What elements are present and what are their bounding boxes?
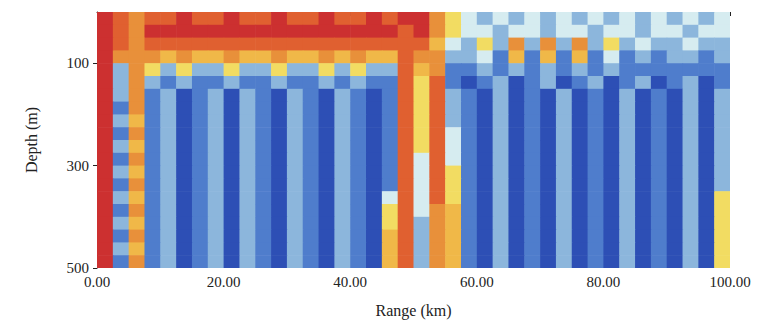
svg-text:40.00: 40.00 <box>333 274 367 290</box>
svg-text:300: 300 <box>67 158 90 174</box>
svg-text:80.00: 80.00 <box>587 274 621 290</box>
svg-text:Depth (m): Depth (m) <box>23 107 41 173</box>
svg-text:100: 100 <box>67 55 90 71</box>
svg-text:500: 500 <box>66 260 89 276</box>
svg-text:Range (km): Range (km) <box>376 302 452 320</box>
svg-text:60.00: 60.00 <box>460 274 494 290</box>
svg-text:20.00: 20.00 <box>207 274 241 290</box>
svg-text:0.00: 0.00 <box>84 274 110 290</box>
svg-text:100.00: 100.00 <box>709 274 750 290</box>
